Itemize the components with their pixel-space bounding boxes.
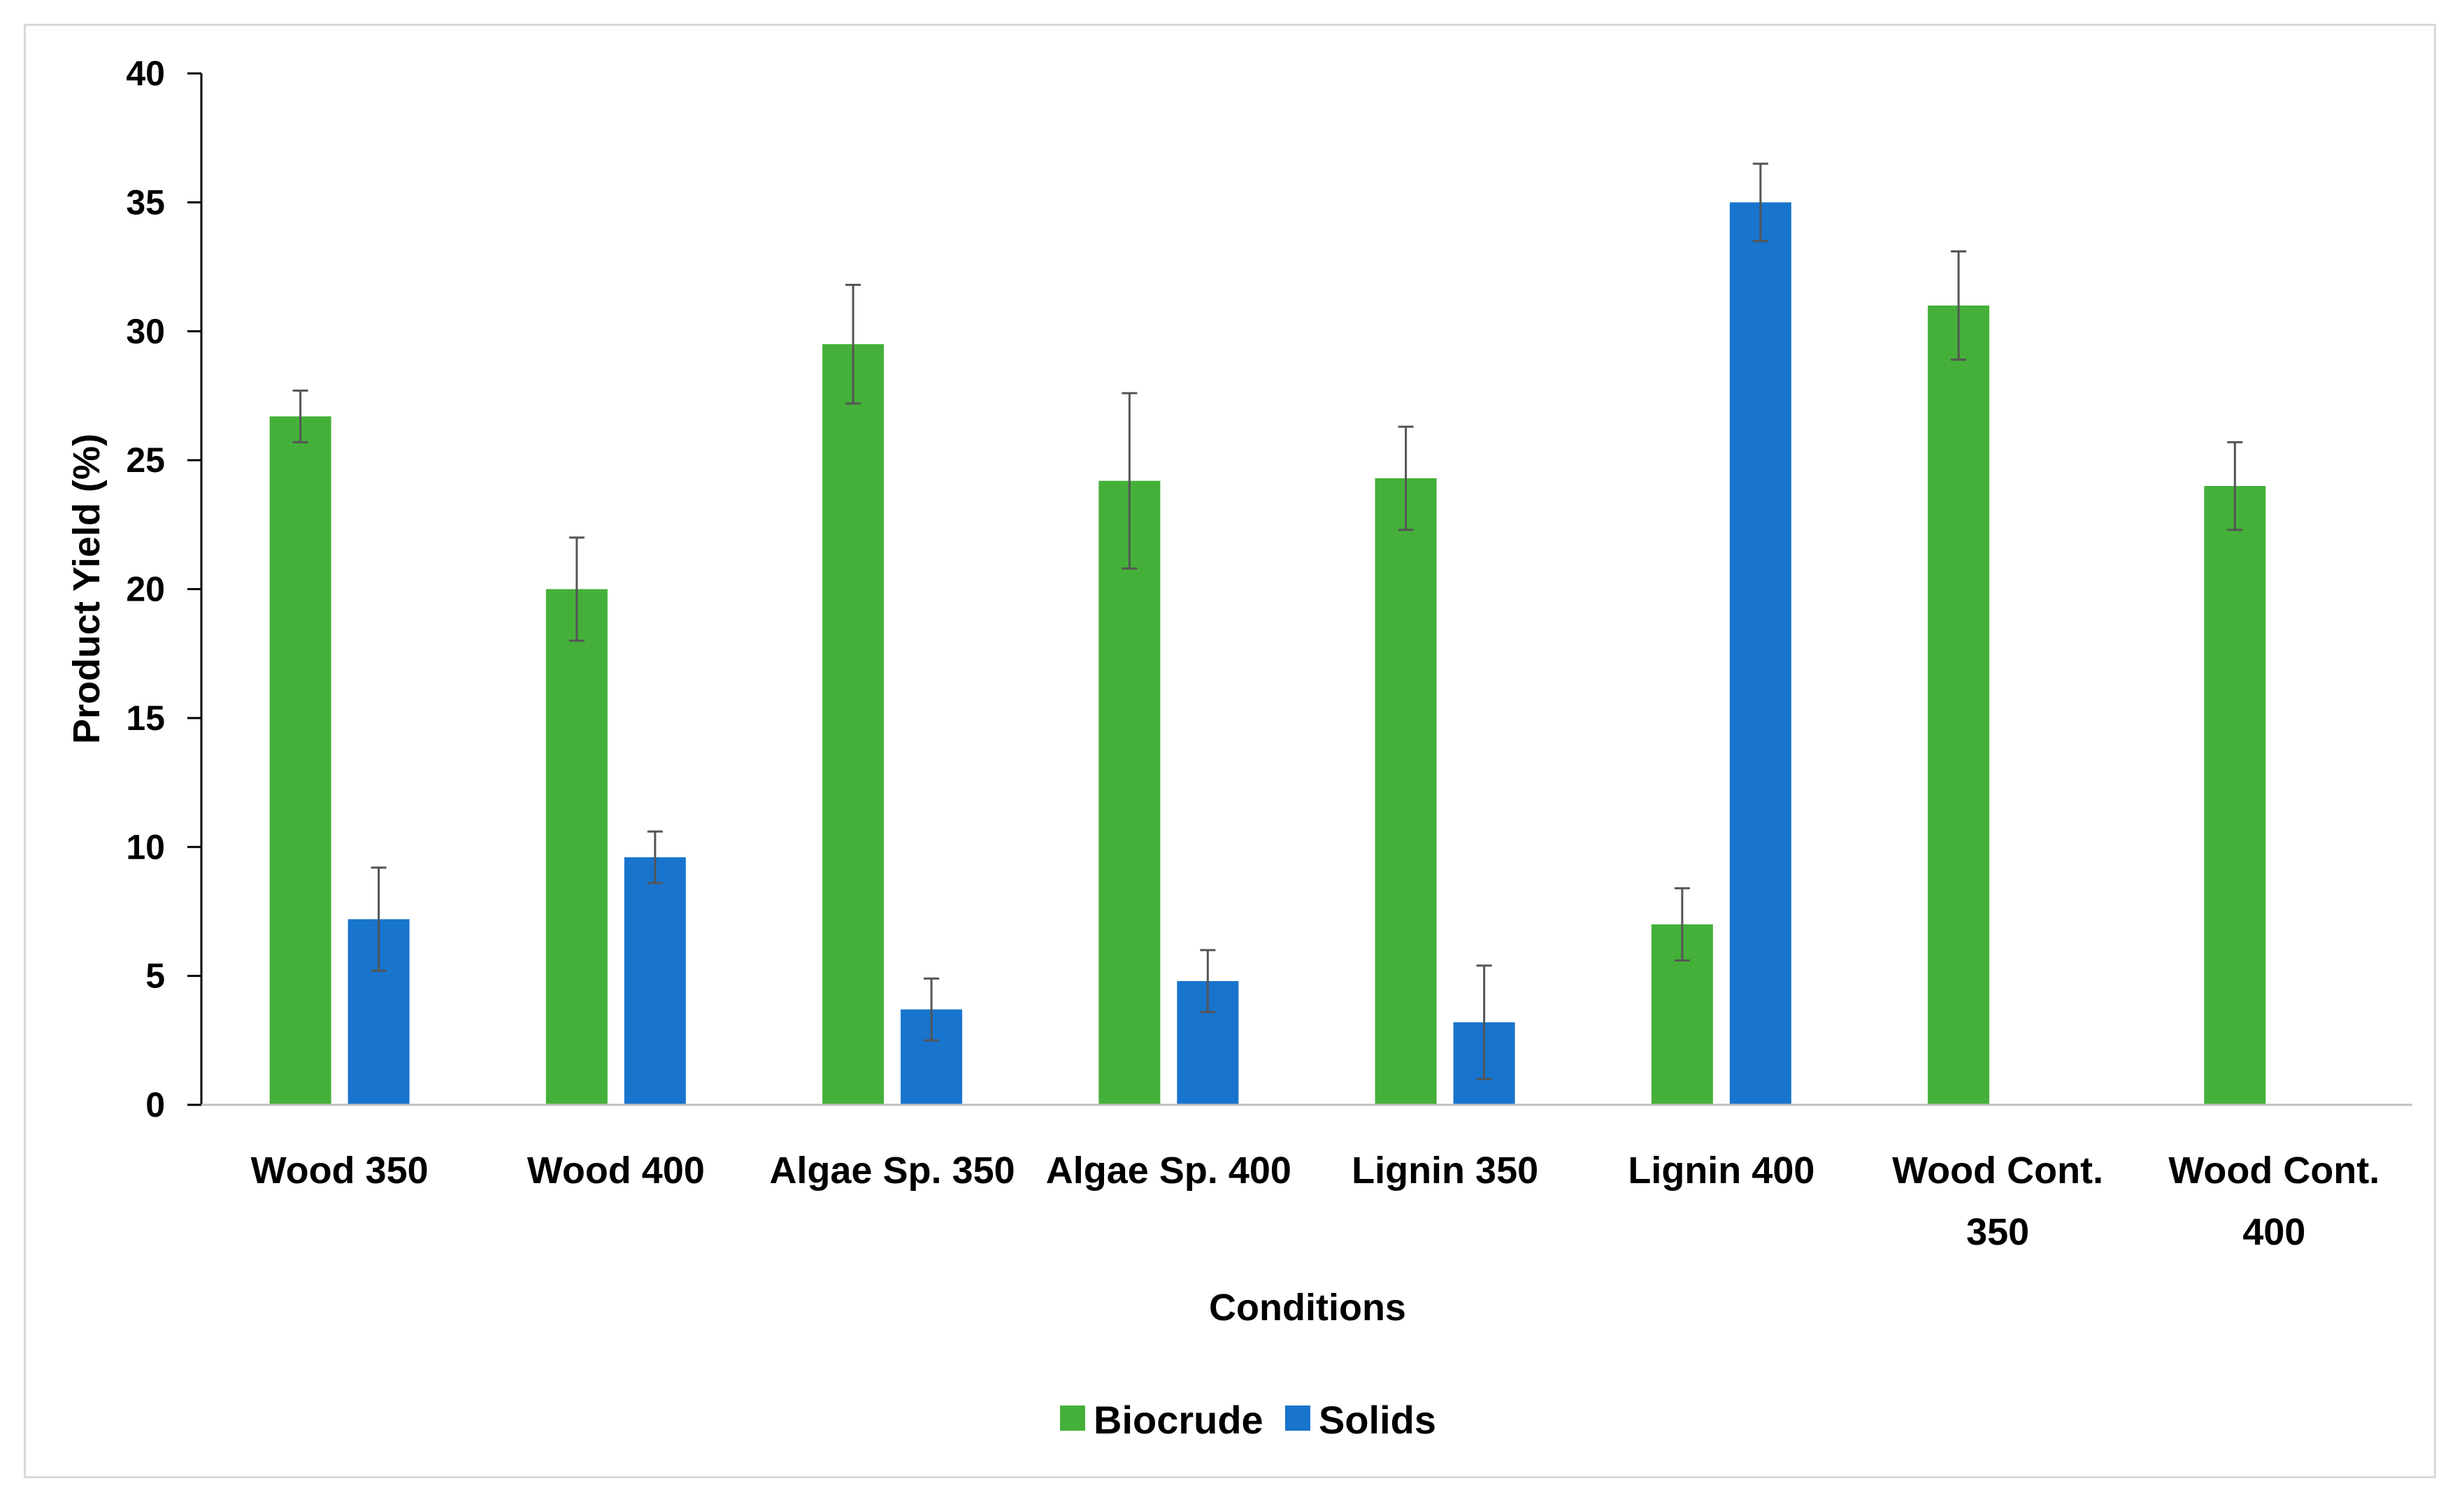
bar-solids: [624, 857, 686, 1105]
bar-biocrude: [2204, 486, 2266, 1105]
y-tick-label: 30: [126, 312, 165, 351]
legend-label-biocrude: Biocrude: [1094, 1398, 1263, 1442]
chart-frame: [24, 24, 2436, 1478]
x-category-label: Wood 350: [251, 1150, 429, 1192]
x-category-label: 350: [1966, 1211, 2029, 1253]
bar-biocrude: [822, 344, 884, 1105]
bars: [269, 202, 2266, 1105]
bar-solids: [1729, 202, 1791, 1105]
y-tick-label: 25: [126, 441, 165, 480]
error-bars: [292, 162, 2243, 1080]
bar-biocrude: [1098, 480, 1161, 1105]
bar-biocrude: [1928, 305, 1990, 1105]
x-category-label: Algae Sp. 400: [1046, 1150, 1291, 1192]
legend-label-solids: Solids: [1319, 1398, 1436, 1442]
x-category-label: Wood Cont.: [1892, 1150, 2103, 1192]
y-axis-title: Product Yield (%): [66, 434, 108, 744]
x-category-label: Algae Sp. 350: [770, 1150, 1015, 1192]
legend-swatch-biocrude: [1060, 1406, 1085, 1431]
y-axis-ticks: 0 5 10 15 20 25 30 35 40: [126, 54, 201, 1124]
bar-biocrude: [269, 416, 331, 1105]
x-category-label: Wood Cont.: [2168, 1150, 2379, 1192]
y-tick-label: 40: [126, 54, 165, 93]
y-tick-label: 5: [145, 957, 165, 996]
x-axis-labels: Wood 350 Wood 400 Algae Sp. 350 Algae Sp. 4…: [251, 1150, 2380, 1253]
y-tick-label: 35: [126, 183, 165, 222]
y-tick-label: 15: [126, 699, 165, 738]
x-category-label: 400: [2242, 1211, 2305, 1253]
x-category-label: Lignin 350: [1352, 1150, 1538, 1192]
legend: Biocrude Solids: [1060, 1398, 1436, 1442]
x-axis-title: Conditions: [1209, 1287, 1406, 1329]
y-tick-label: 0: [145, 1085, 165, 1124]
x-category-label: Wood 400: [527, 1150, 705, 1192]
y-tick-label: 10: [126, 827, 165, 866]
bar-biocrude: [545, 589, 608, 1105]
bar-biocrude: [1375, 478, 1437, 1105]
legend-swatch-solids: [1285, 1406, 1310, 1431]
x-category-label: Lignin 400: [1628, 1150, 1814, 1192]
y-tick-label: 20: [126, 570, 165, 609]
